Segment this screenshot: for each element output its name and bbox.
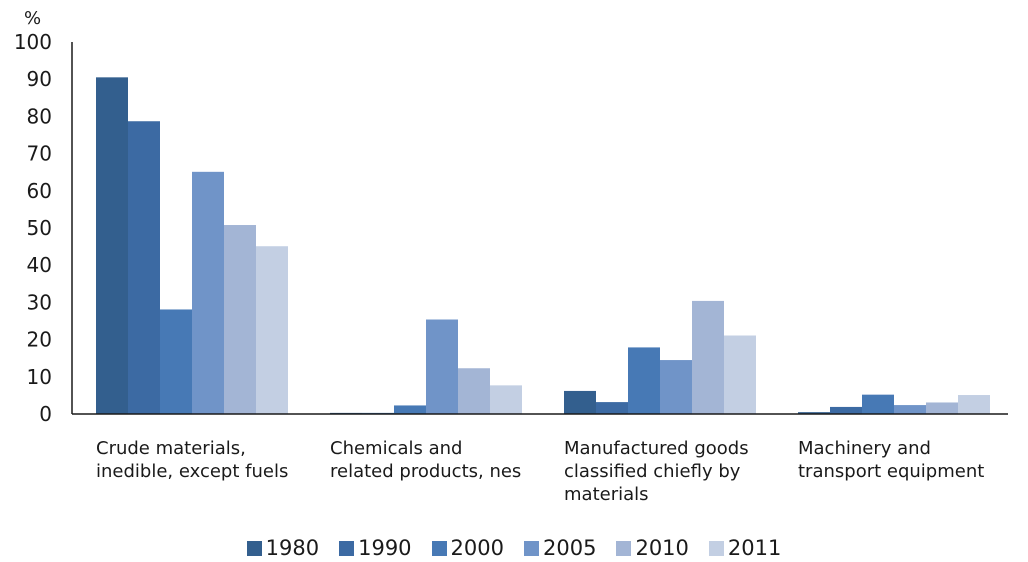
category-label-line: related products, nes bbox=[330, 461, 522, 482]
legend-label: 2011 bbox=[727, 536, 782, 560]
bar-1980-category-1 bbox=[96, 77, 128, 414]
category-label-line: materials bbox=[564, 484, 649, 505]
legend-swatch bbox=[246, 540, 262, 556]
legend-item-1990: 1990 bbox=[339, 536, 412, 560]
category-label: Chemicals and related products, nes bbox=[330, 437, 560, 483]
chart-legend: 1980 1990 2000 2005 2010 2011 bbox=[0, 536, 1028, 560]
legend-item-2005: 2005 bbox=[524, 536, 596, 560]
bar-2005-category-1 bbox=[192, 171, 224, 414]
legend-label: 1990 bbox=[358, 536, 412, 560]
y-tick-label: 90 bbox=[27, 67, 52, 91]
legend-swatch bbox=[339, 540, 355, 556]
category-label-line: Manufactured goods bbox=[564, 438, 749, 459]
bar-series bbox=[96, 77, 990, 415]
bar-2005-category-3 bbox=[660, 360, 692, 414]
y-tick-label: 30 bbox=[27, 290, 52, 314]
y-axis-tick-labels: 0 10 20 30 40 50 60 70 80 90 100 bbox=[14, 30, 52, 426]
legend-item-1980: 1980 bbox=[246, 536, 320, 560]
legend-label: 2005 bbox=[543, 536, 597, 560]
y-axis-unit-label: % bbox=[24, 8, 41, 29]
bar-2005-category-2 bbox=[426, 319, 458, 414]
y-tick-label: 80 bbox=[27, 104, 52, 128]
bar-2010-category-1 bbox=[224, 225, 256, 414]
bar-2000-category-4 bbox=[862, 394, 894, 414]
category-label: Manufactured goods classified chiefly by m… bbox=[564, 437, 794, 506]
category-label-line: Crude materials, bbox=[96, 438, 246, 459]
legend-swatch bbox=[708, 540, 724, 556]
bar-1990-category-3 bbox=[596, 402, 628, 414]
bar-1980-category-4 bbox=[798, 412, 830, 414]
bar-1980-category-3 bbox=[564, 390, 596, 414]
category-label: Machinery and transport equipment bbox=[798, 437, 1028, 483]
bar-1990-category-1 bbox=[128, 121, 160, 415]
legend-item-2010: 2010 bbox=[616, 536, 689, 560]
bar-1990-category-4 bbox=[830, 406, 862, 414]
bar-2010-category-2 bbox=[458, 368, 490, 414]
bar-chart: % 0 10 20 30 40 50 60 70 80 90 100 bbox=[14, 8, 1008, 426]
legend-swatch bbox=[431, 540, 447, 556]
legend-label: 2010 bbox=[635, 536, 689, 560]
legend-label: 2000 bbox=[450, 536, 504, 560]
y-tick-label: 60 bbox=[27, 179, 52, 203]
category-label-line: Chemicals and bbox=[330, 438, 463, 459]
y-tick-label: 40 bbox=[27, 253, 52, 277]
legend-item-2011: 2011 bbox=[708, 536, 782, 560]
legend-swatch bbox=[524, 540, 539, 556]
bar-2000-category-2 bbox=[394, 405, 426, 414]
bar-2000-category-3 bbox=[628, 347, 660, 414]
bar-2011-category-3 bbox=[724, 335, 756, 414]
y-tick-label: 10 bbox=[27, 365, 52, 389]
bar-2011-category-1 bbox=[256, 246, 288, 414]
category-label-line: classified chiefly by bbox=[564, 461, 741, 482]
legend-label: 1980 bbox=[265, 536, 320, 560]
legend-item-2000: 2000 bbox=[431, 536, 504, 560]
y-tick-label: 100 bbox=[14, 30, 52, 54]
bar-2011-category-4 bbox=[958, 395, 990, 414]
category-label: Crude materials, inedible, except fuels bbox=[96, 437, 326, 483]
bar-2010-category-3 bbox=[692, 300, 724, 414]
category-label-line: transport equipment bbox=[798, 461, 985, 482]
bar-2010-category-4 bbox=[926, 402, 958, 414]
bar-2011-category-2 bbox=[490, 385, 522, 414]
bar-2000-category-1 bbox=[160, 309, 192, 414]
y-tick-label: 20 bbox=[27, 328, 52, 352]
legend-swatch bbox=[616, 540, 632, 556]
category-label-line: inedible, except fuels bbox=[96, 461, 289, 482]
y-tick-label: 70 bbox=[27, 142, 52, 166]
y-tick-label: 50 bbox=[27, 216, 52, 240]
bar-2005-category-4 bbox=[894, 405, 926, 414]
category-label-line: Machinery and bbox=[798, 438, 931, 459]
y-tick-label: 0 bbox=[39, 402, 52, 426]
